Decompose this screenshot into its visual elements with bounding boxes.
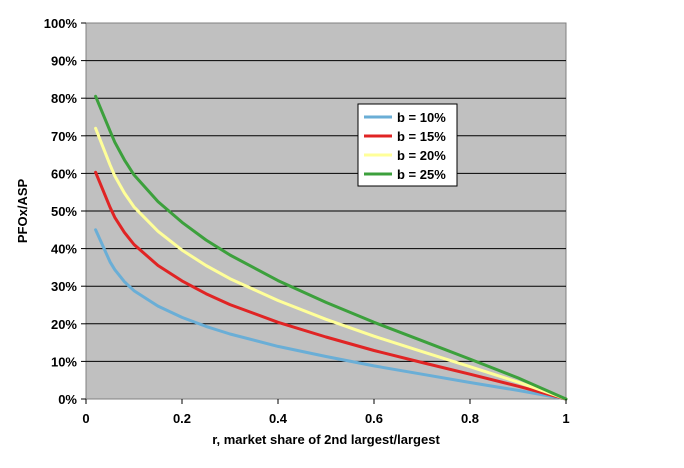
y-tick-label: 60% <box>51 166 77 181</box>
x-tick-label: 0.2 <box>173 411 191 426</box>
x-tick-label: 0 <box>82 411 89 426</box>
y-tick-label: 30% <box>51 279 77 294</box>
y-tick-label: 50% <box>51 204 77 219</box>
series-line-3 <box>94 126 568 401</box>
series-lines <box>94 94 568 401</box>
x-tick-label: 0.4 <box>269 411 288 426</box>
x-tick-label: 0.6 <box>365 411 383 426</box>
y-tick-label: 90% <box>51 54 77 69</box>
gridlines <box>86 60 566 362</box>
series-line-4 <box>94 94 568 401</box>
y-tick-label: 20% <box>51 317 77 332</box>
legend-label: b = 15% <box>397 129 446 144</box>
y-axis-ticks: 0% 10% 20% 30% 40% 50% 60% 70% 80% 90% 100% <box>44 16 86 407</box>
series-line-2 <box>94 170 568 401</box>
x-tick-label: 0.8 <box>461 411 479 426</box>
x-axis-ticks: 0 0.2 0.4 0.6 0.8 1 <box>82 399 570 426</box>
y-tick-label: 40% <box>51 242 77 257</box>
legend-label: b = 10% <box>397 110 446 125</box>
x-tick-label: 1 <box>562 411 569 426</box>
x-axis-label: r, market share of 2nd largest/largest <box>212 432 440 447</box>
legend-label: b = 20% <box>397 148 446 163</box>
y-axis-label: PFOx/ASP <box>15 179 30 244</box>
y-tick-label: 0% <box>58 392 77 407</box>
y-tick-label: 70% <box>51 129 77 144</box>
series-line-1 <box>94 228 568 401</box>
y-tick-label: 100% <box>44 16 78 31</box>
legend-label: b = 25% <box>397 167 446 182</box>
y-tick-label: 10% <box>51 354 77 369</box>
y-tick-label: 80% <box>51 91 77 106</box>
legend: b = 10% b = 15% b = 20% b = 25% <box>357 103 458 187</box>
